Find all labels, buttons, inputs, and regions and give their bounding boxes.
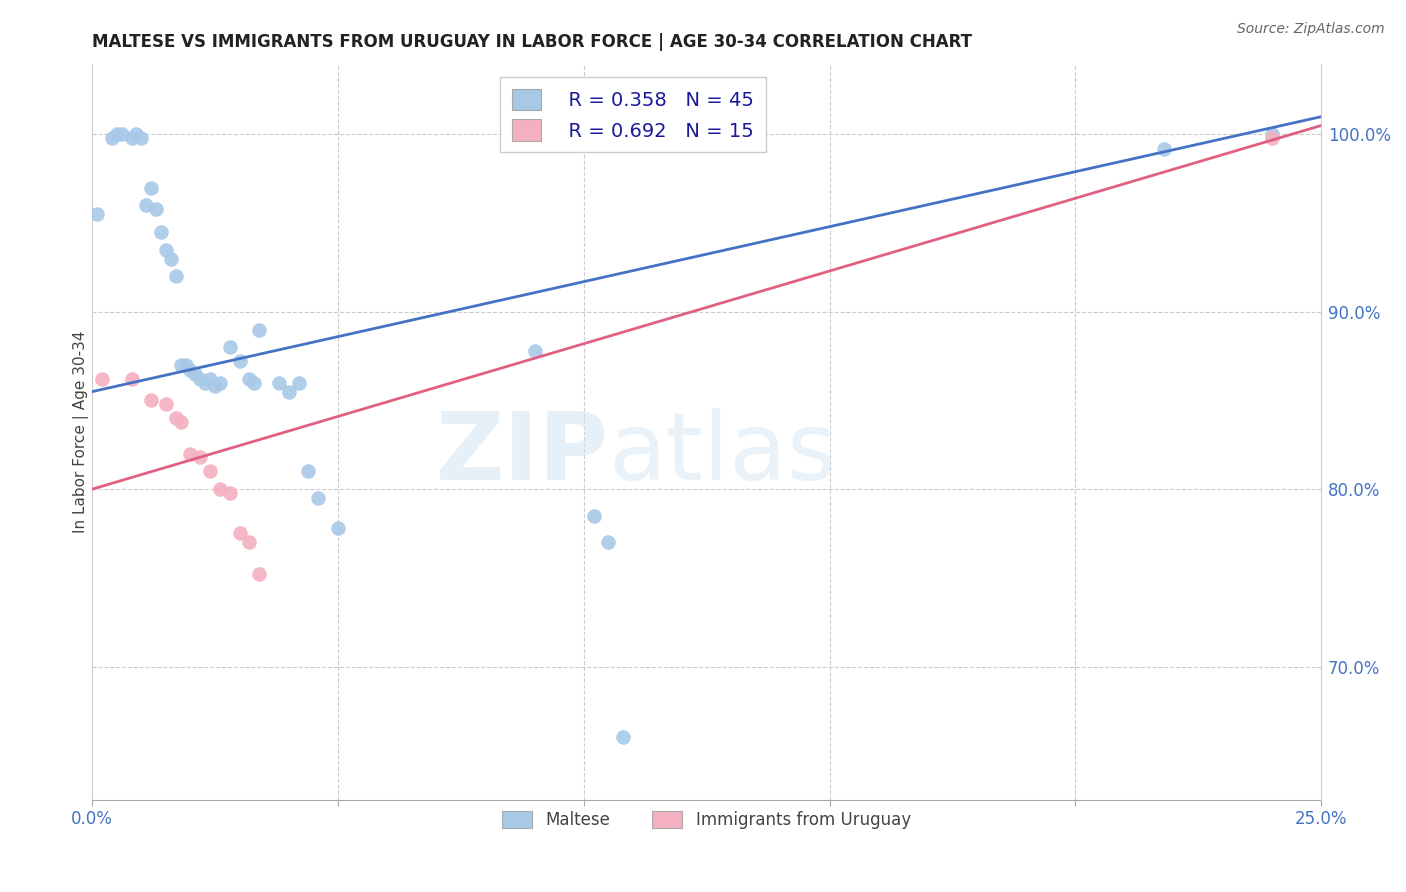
Text: ZIP: ZIP	[436, 408, 609, 500]
Point	[533, 131, 555, 145]
Point	[523, 343, 546, 358]
Point	[111, 128, 134, 142]
Point	[184, 367, 207, 381]
Point	[174, 358, 197, 372]
Point	[598, 535, 620, 549]
Point	[208, 482, 231, 496]
Point	[135, 198, 157, 212]
Point	[612, 731, 634, 745]
Text: MALTESE VS IMMIGRANTS FROM URUGUAY IN LABOR FORCE | AGE 30-34 CORRELATION CHART: MALTESE VS IMMIGRANTS FROM URUGUAY IN LA…	[93, 33, 972, 51]
Y-axis label: In Labor Force | Age 30-34: In Labor Force | Age 30-34	[73, 330, 89, 533]
Point	[238, 372, 260, 386]
Point	[125, 128, 148, 142]
Point	[228, 354, 250, 368]
Point	[155, 243, 177, 257]
Point	[1153, 142, 1175, 156]
Point	[179, 363, 201, 377]
Point	[194, 376, 217, 390]
Point	[204, 379, 226, 393]
Point	[572, 128, 595, 142]
Point	[243, 376, 266, 390]
Point	[1261, 131, 1284, 145]
Point	[277, 384, 299, 399]
Point	[228, 526, 250, 541]
Text: atlas: atlas	[609, 408, 837, 500]
Legend: Maltese, Immigrants from Uruguay: Maltese, Immigrants from Uruguay	[496, 804, 918, 835]
Point	[247, 567, 270, 582]
Point	[141, 393, 163, 408]
Point	[169, 415, 191, 429]
Point	[155, 397, 177, 411]
Point	[121, 372, 143, 386]
Point	[543, 128, 565, 142]
Point	[218, 485, 240, 500]
Point	[165, 411, 187, 425]
Point	[326, 521, 349, 535]
Point	[198, 464, 221, 478]
Point	[101, 131, 124, 145]
Point	[141, 180, 163, 194]
Point	[188, 450, 211, 465]
Point	[105, 128, 128, 142]
Point	[247, 322, 270, 336]
Point	[165, 269, 187, 284]
Point	[548, 131, 571, 145]
Point	[297, 464, 319, 478]
Point	[188, 372, 211, 386]
Point	[159, 252, 181, 266]
Point	[238, 535, 260, 549]
Point	[169, 358, 191, 372]
Point	[91, 372, 114, 386]
Point	[131, 131, 153, 145]
Point	[267, 376, 290, 390]
Point	[179, 447, 201, 461]
Point	[198, 372, 221, 386]
Point	[1261, 128, 1284, 142]
Point	[208, 376, 231, 390]
Point	[582, 508, 605, 523]
Point	[121, 131, 143, 145]
Point	[86, 207, 108, 221]
Point	[150, 225, 173, 239]
Point	[287, 376, 309, 390]
Point	[307, 491, 329, 505]
Point	[558, 128, 581, 142]
Point	[145, 202, 167, 216]
Text: Source: ZipAtlas.com: Source: ZipAtlas.com	[1237, 22, 1385, 37]
Point	[218, 340, 240, 354]
